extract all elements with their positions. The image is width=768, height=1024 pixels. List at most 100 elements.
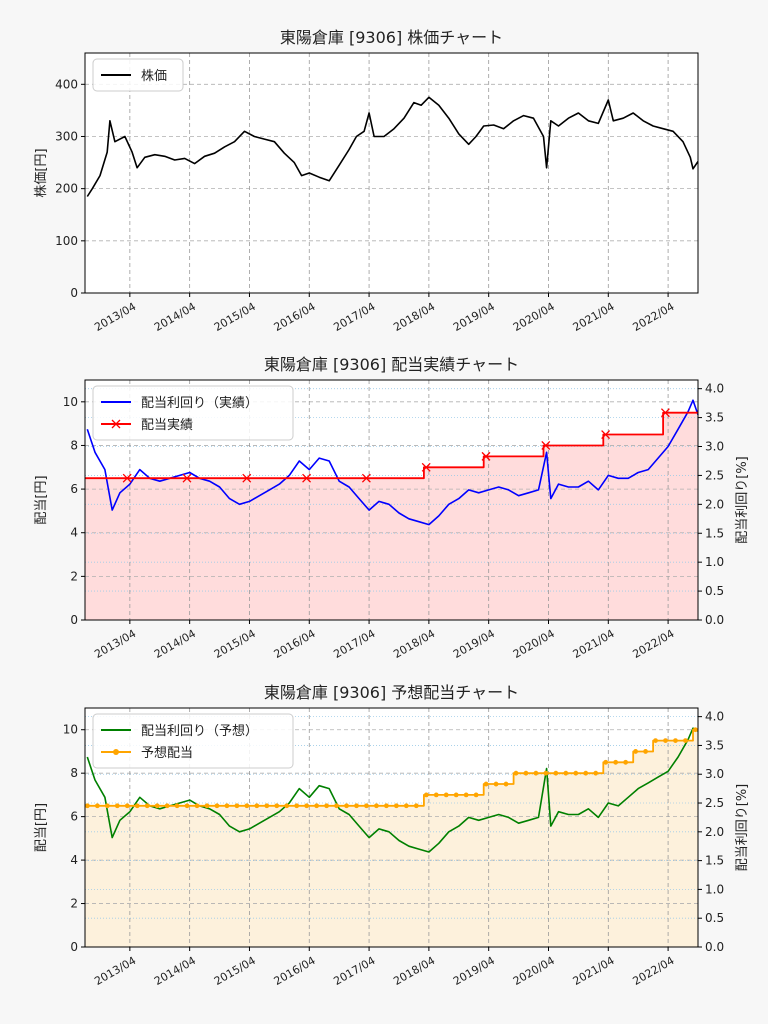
- legend: 配当利回り（予想） 予想配当: [92, 713, 294, 769]
- data-point-x: [541, 440, 551, 450]
- data-point: [413, 803, 419, 809]
- y2-tick-label: 0.0: [705, 613, 724, 627]
- data-point: [264, 803, 270, 809]
- data-point: [354, 803, 359, 809]
- legend-box: [92, 385, 294, 441]
- x-tick-label: 2017/04: [331, 300, 377, 334]
- x-tick-label: 2019/04: [451, 954, 497, 988]
- y-tick-label: 8: [70, 766, 78, 780]
- x-tick-label: 2019/04: [451, 300, 497, 334]
- data-point: [393, 803, 399, 809]
- x-tick-label: 2020/04: [511, 627, 557, 661]
- y-axis-label: 配当[円]: [34, 803, 49, 852]
- data-point: [403, 803, 409, 809]
- data-point-x: [481, 451, 491, 461]
- legend-label: 配当実績: [141, 417, 193, 433]
- data-point: [613, 759, 619, 765]
- x-tick-label: 2018/04: [391, 627, 437, 661]
- data-point: [134, 803, 140, 809]
- y2-tick-label: 0.5: [705, 584, 724, 598]
- y2-axis-label: 配当利回り[%]: [735, 456, 750, 544]
- data-point: [423, 792, 429, 798]
- y-tick-label: 10: [63, 723, 78, 737]
- data-point: [523, 770, 529, 776]
- data-point: [174, 803, 180, 809]
- data-point: [244, 803, 250, 809]
- legend-label: 配当利回り（実績）: [141, 395, 258, 411]
- plot-frame: [84, 707, 699, 948]
- y-tick-label: 100: [55, 234, 78, 248]
- data-point: [533, 770, 539, 776]
- y-tick-label: 400: [55, 77, 78, 91]
- chart-title: 東陽倉庫 [9306] 配当実績チャート: [264, 355, 519, 374]
- data-point: [234, 803, 240, 809]
- data-point: [324, 803, 330, 809]
- data-point: [483, 781, 489, 787]
- y-tick-label: 4: [70, 853, 78, 867]
- y-axis-label: 株価[円]: [34, 148, 49, 197]
- x-tick-label: 2021/04: [571, 300, 617, 334]
- data-point: [154, 803, 160, 809]
- data-point-x: [302, 473, 312, 483]
- legend-box: [92, 713, 294, 769]
- legend-marker: [113, 749, 119, 755]
- x-tick-label: 2021/04: [571, 954, 617, 988]
- y2-tick-label: 3.0: [705, 767, 724, 781]
- y2-tick-label: 0.5: [705, 911, 724, 925]
- data-point: [673, 738, 678, 743]
- y2-tick-label: 2.0: [705, 825, 724, 839]
- y-tick-label: 300: [55, 129, 78, 143]
- data-point: [304, 803, 310, 809]
- data-point: [603, 759, 609, 765]
- data-point: [284, 803, 290, 809]
- y2-tick-label: 4.0: [705, 382, 724, 396]
- x-tick-label: 2016/04: [272, 300, 318, 334]
- x-tick-label: 2016/04: [272, 627, 318, 661]
- y-tick-label: 6: [70, 810, 78, 824]
- chart-panel-1: 2013/04 2014/04 2015/04 2016/04 2017/04 2018/…: [34, 28, 699, 334]
- data-point: [633, 749, 639, 754]
- chart-title: 東陽倉庫 [9306] 株価チャート: [280, 28, 503, 47]
- y-tick-label: 6: [70, 482, 78, 496]
- data-point: [94, 803, 100, 809]
- y2-tick-label: 1.0: [705, 555, 724, 569]
- data-point-x: [361, 473, 371, 483]
- x-tick-label: 2013/04: [92, 627, 138, 661]
- x-tick-label: 2014/04: [152, 954, 198, 988]
- data-point: [374, 803, 379, 809]
- x-tick-label: 2021/04: [571, 627, 617, 661]
- plot-frame: [84, 379, 699, 621]
- x-tick-label: 2017/04: [331, 627, 377, 661]
- y-tick-label: 0: [70, 286, 78, 300]
- data-point: [254, 803, 260, 809]
- legend: 株価: [92, 58, 184, 92]
- data-point: [114, 803, 120, 809]
- data-point: [443, 792, 449, 798]
- y2-tick-label: 1.0: [705, 882, 724, 896]
- data-point: [553, 770, 559, 776]
- data-point: [563, 770, 569, 776]
- data-point: [84, 803, 90, 809]
- x-tick-label: 2013/04: [92, 954, 138, 988]
- data-point: [543, 770, 549, 776]
- chart-panel-3: 2013/04 2014/04 2015/04 2016/04 2017/04 2018/…: [34, 683, 750, 988]
- x-tick-label: 2022/04: [630, 954, 676, 988]
- y-tick-label: 0: [70, 940, 78, 954]
- data-point: [623, 759, 629, 765]
- x-tick-label: 2015/04: [212, 300, 258, 334]
- y2-tick-label: 2.0: [705, 497, 724, 511]
- data-point: [513, 770, 519, 776]
- data-point: [314, 803, 320, 809]
- chart-title: 東陽倉庫 [9306] 予想配当チャート: [264, 683, 519, 702]
- legend-marker-x: [111, 419, 121, 429]
- y2-tick-label: 3.5: [705, 411, 724, 425]
- x-tick-label: 2015/04: [212, 627, 258, 661]
- data-point: [573, 770, 579, 776]
- data-point: [274, 803, 280, 809]
- y2-tick-label: 3.5: [705, 738, 724, 752]
- data-point: [453, 792, 459, 798]
- data-point: [643, 749, 648, 754]
- x-tick-label: 2018/04: [391, 300, 437, 334]
- y-tick-label: 8: [70, 438, 78, 452]
